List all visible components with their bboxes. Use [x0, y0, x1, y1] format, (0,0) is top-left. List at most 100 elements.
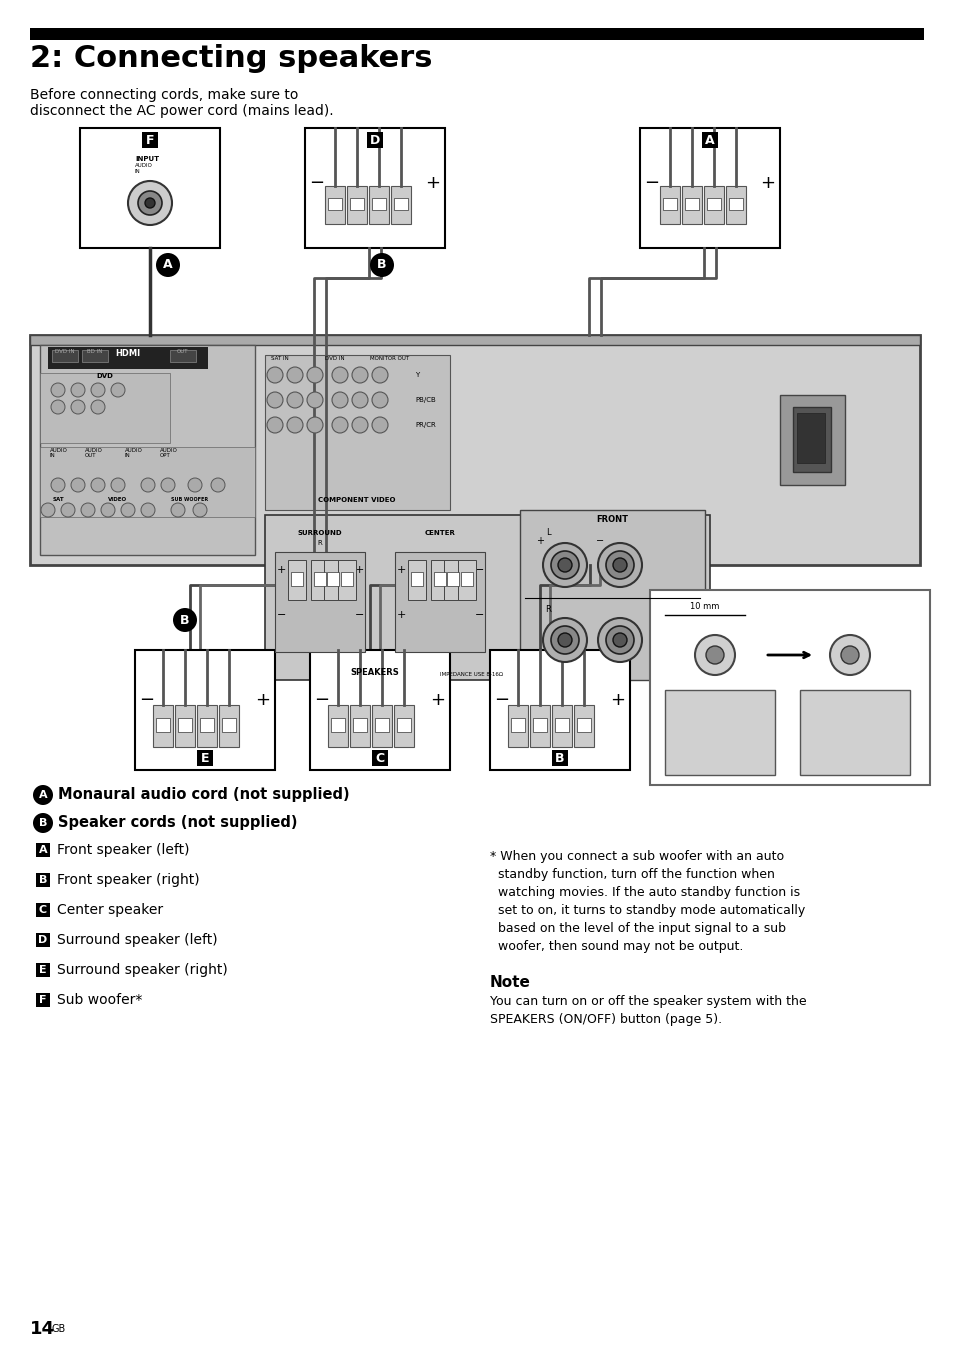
Text: Note: Note [490, 975, 530, 990]
Bar [457, 560, 476, 600]
Bar [30, 335, 919, 565]
Bar [331, 718, 345, 731]
Text: B: B [376, 258, 386, 272]
Bar [649, 589, 929, 786]
Text: B: B [555, 752, 564, 764]
Text: Y: Y [415, 372, 418, 379]
Bar [265, 356, 450, 510]
Text: A: A [704, 134, 714, 146]
Circle shape [605, 552, 634, 579]
Circle shape [141, 503, 154, 516]
Text: Surround speaker (left): Surround speaker (left) [57, 933, 217, 946]
Circle shape [111, 383, 125, 397]
Circle shape [287, 392, 303, 408]
Bar [555, 718, 568, 731]
Bar [174, 704, 194, 748]
Circle shape [352, 392, 368, 408]
Text: +: + [355, 565, 364, 575]
Circle shape [101, 503, 115, 516]
Text: BD IN: BD IN [88, 349, 103, 354]
Text: disconnect the AC power cord (mains lead).: disconnect the AC power cord (mains lead… [30, 104, 334, 118]
Bar [460, 572, 473, 585]
Text: Surround speaker (right): Surround speaker (right) [57, 963, 228, 977]
Text: SAT IN: SAT IN [271, 356, 289, 361]
Bar [219, 704, 239, 748]
Text: B: B [39, 875, 47, 886]
Text: IN: IN [135, 169, 141, 174]
Bar [706, 197, 720, 210]
Bar [725, 187, 745, 224]
Text: IN: IN [125, 453, 131, 458]
Text: E: E [39, 965, 47, 975]
Bar [507, 704, 527, 748]
Bar [325, 187, 345, 224]
Circle shape [287, 416, 303, 433]
Circle shape [61, 503, 75, 516]
Circle shape [145, 197, 154, 208]
Bar [52, 350, 78, 362]
Text: +: + [396, 610, 406, 621]
Text: A: A [163, 258, 172, 272]
Text: watching movies. If the auto standby function is: watching movies. If the auto standby fun… [490, 886, 800, 899]
Text: IN: IN [50, 453, 55, 458]
Bar [347, 187, 367, 224]
Bar [82, 350, 108, 362]
Text: R: R [544, 604, 551, 614]
Circle shape [188, 479, 202, 492]
Circle shape [605, 626, 634, 654]
Bar [681, 187, 701, 224]
Bar [395, 552, 484, 652]
Circle shape [352, 416, 368, 433]
Text: VIDEO: VIDEO [109, 498, 128, 502]
Circle shape [558, 633, 572, 648]
Text: −: − [596, 535, 603, 546]
Bar [48, 347, 208, 369]
Circle shape [613, 633, 626, 648]
Bar [196, 750, 213, 767]
Text: based on the level of the input signal to a sub: based on the level of the input signal t… [490, 922, 785, 936]
Bar [519, 510, 704, 680]
Bar [664, 690, 774, 775]
Bar [265, 515, 709, 680]
Text: woofer, then sound may not be output.: woofer, then sound may not be output. [490, 940, 742, 953]
Text: F: F [146, 134, 154, 146]
Text: A: A [39, 790, 48, 800]
Text: +: + [396, 565, 406, 575]
Text: DVD IN: DVD IN [325, 356, 344, 361]
Circle shape [307, 366, 323, 383]
Circle shape [307, 416, 323, 433]
Bar [639, 128, 780, 247]
Text: OUT: OUT [85, 453, 96, 458]
Text: −: − [139, 691, 154, 708]
Text: standby function, turn off the function when: standby function, turn off the function … [490, 868, 774, 882]
Bar [196, 704, 216, 748]
Bar [530, 704, 550, 748]
Circle shape [829, 635, 869, 675]
Text: AUDIO: AUDIO [125, 448, 143, 453]
Text: OUT: OUT [177, 349, 189, 354]
Circle shape [33, 786, 53, 804]
Text: FRONT: FRONT [596, 515, 628, 525]
Bar [274, 552, 365, 652]
Bar [780, 395, 844, 485]
Text: CENTER: CENTER [424, 530, 455, 535]
Bar [394, 704, 414, 748]
Text: Monaural audio cord (not supplied): Monaural audio cord (not supplied) [58, 787, 349, 803]
Bar [142, 132, 158, 147]
Circle shape [121, 503, 135, 516]
Bar [36, 992, 50, 1007]
Text: −: − [276, 610, 286, 621]
Bar [200, 718, 213, 731]
Text: AUDIO: AUDIO [135, 164, 152, 168]
Text: C: C [39, 904, 47, 915]
Text: L: L [545, 529, 550, 537]
Circle shape [551, 626, 578, 654]
Text: PR/CR: PR/CR [415, 422, 436, 429]
Circle shape [332, 416, 348, 433]
Bar [443, 560, 461, 600]
Circle shape [841, 646, 858, 664]
Bar [40, 345, 254, 556]
Bar [490, 650, 629, 771]
Text: E: E [200, 752, 209, 764]
Circle shape [41, 503, 55, 516]
